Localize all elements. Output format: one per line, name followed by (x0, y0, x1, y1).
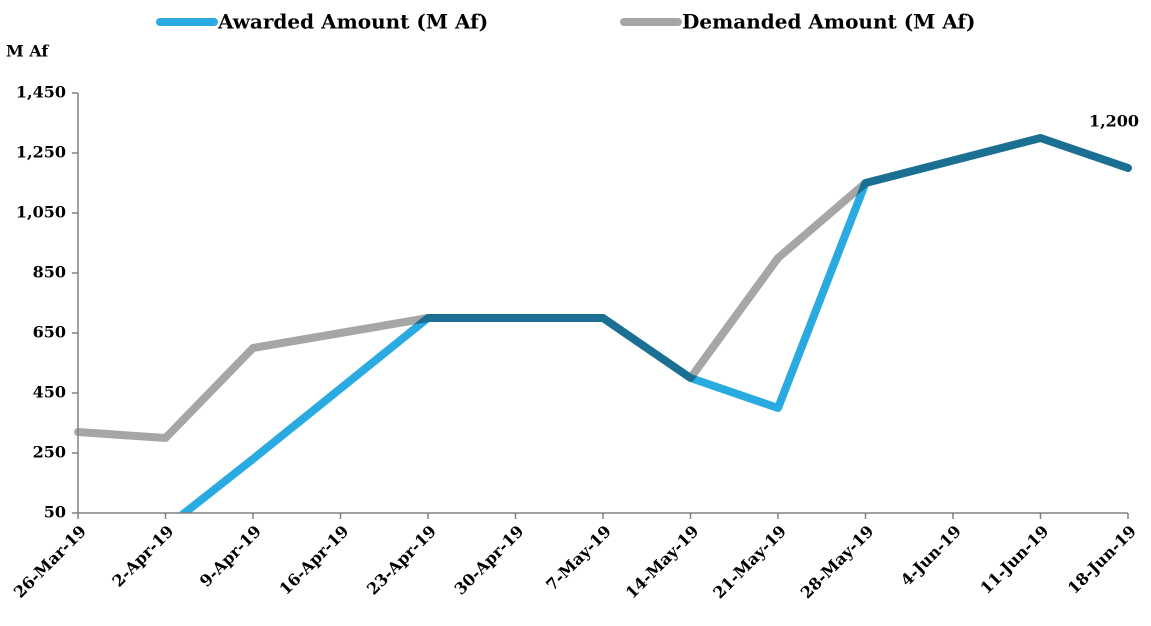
y-tick-label: 250 (33, 443, 66, 462)
y-tick-label: 1,050 (16, 203, 66, 222)
y-tick-label: 1,250 (16, 143, 66, 162)
y-tick-label: 450 (33, 383, 66, 402)
x-tick-label: 26-Mar-19 (10, 522, 90, 602)
series-line (178, 134, 1132, 513)
x-tick-label: 2-Apr-19 (108, 522, 177, 591)
x-tick-label: 28-May-19 (797, 522, 878, 603)
y-tick-label: 1,450 (16, 83, 66, 102)
legend-label: Awarded Amount (M Af) (217, 10, 488, 34)
x-tick-label: 18-Jun-19 (1064, 522, 1140, 598)
x-tick-label: 4-Jun-19 (897, 522, 965, 590)
data-label: 1,200 (1089, 112, 1139, 131)
legend-label: Demanded Amount (M Af) (682, 10, 976, 34)
x-tick-label: 9-Apr-19 (196, 522, 265, 591)
y-tick-label: 50 (44, 503, 66, 522)
y-tick-label: 650 (33, 323, 66, 342)
x-tick-label: 23-Apr-19 (363, 522, 440, 599)
plot-area (74, 134, 1132, 513)
x-tick-label: 21-May-19 (709, 522, 790, 603)
x-tick-label: 30-Apr-19 (451, 522, 528, 599)
x-tick-label: 11-Jun-19 (976, 522, 1052, 598)
x-tick-label: 16-Apr-19 (276, 522, 353, 599)
y-tick-label: 850 (33, 263, 66, 282)
x-tick-label: 14-May-19 (622, 522, 703, 603)
y-axis-label: M Af (6, 42, 49, 61)
x-tick-label: 7-May-19 (542, 522, 615, 595)
series-line (74, 134, 1132, 442)
